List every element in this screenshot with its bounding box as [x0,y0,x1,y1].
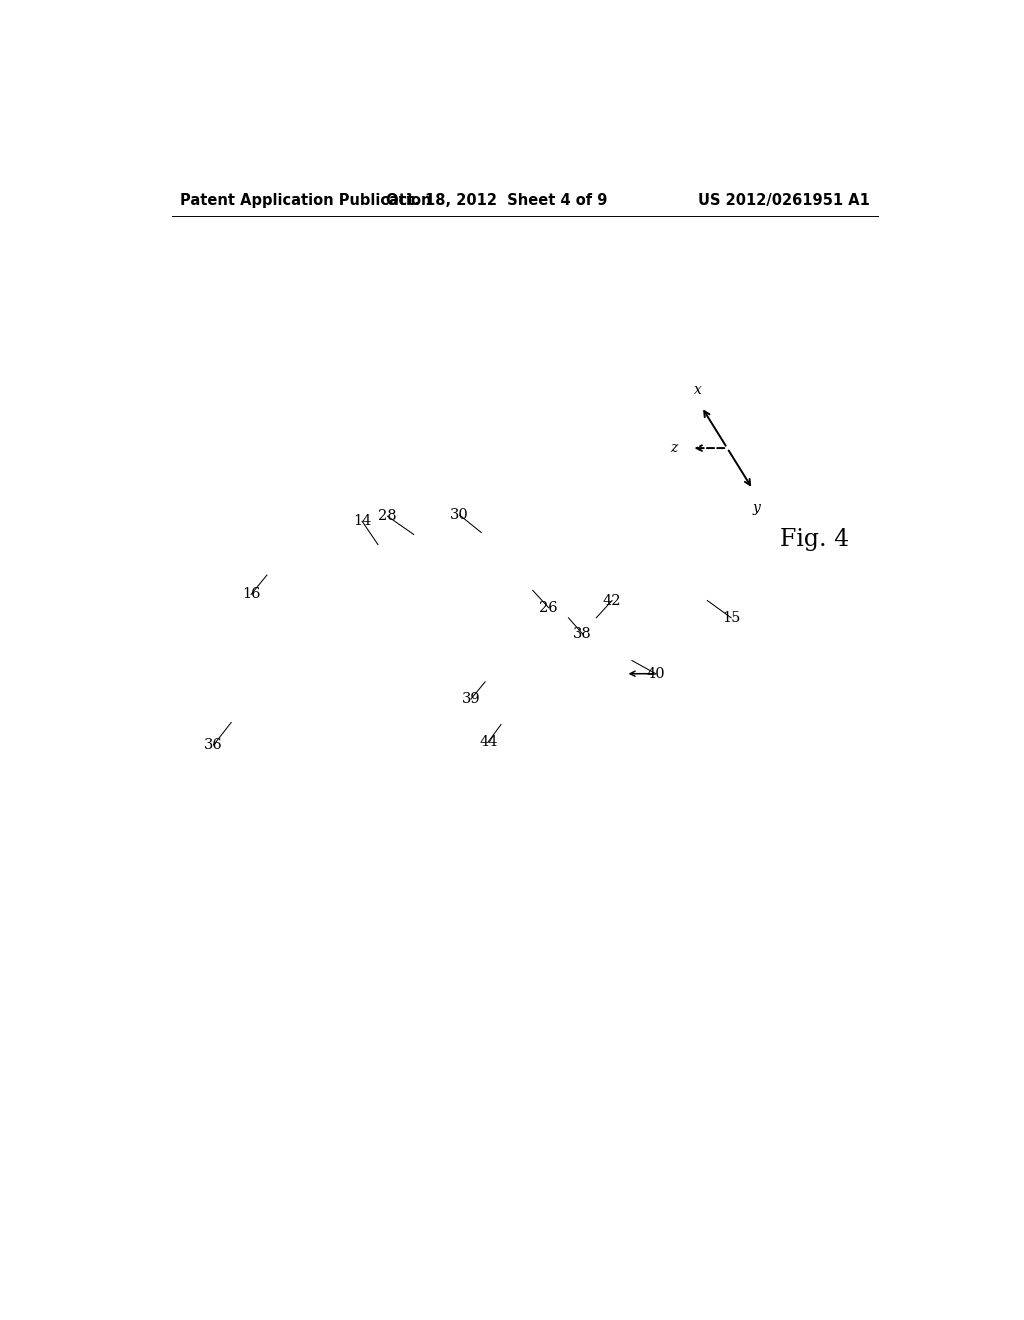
Text: z: z [670,441,677,455]
Text: 28: 28 [378,510,397,523]
Text: Patent Application Publication: Patent Application Publication [179,193,431,207]
Text: 14: 14 [353,515,372,528]
Text: 38: 38 [573,627,592,642]
Text: Oct. 18, 2012  Sheet 4 of 9: Oct. 18, 2012 Sheet 4 of 9 [386,193,607,207]
Text: 36: 36 [205,738,223,752]
Text: y: y [753,502,761,516]
Text: 30: 30 [451,508,469,523]
Text: 42: 42 [603,594,622,607]
Text: Fig. 4: Fig. 4 [780,528,849,550]
Text: 16: 16 [242,587,260,602]
Text: 15: 15 [722,611,740,624]
Text: 40: 40 [646,667,665,681]
Text: US 2012/0261951 A1: US 2012/0261951 A1 [698,193,870,207]
Text: 44: 44 [479,735,498,748]
Text: 26: 26 [540,601,558,615]
Text: x: x [693,383,701,397]
Text: 39: 39 [462,692,480,706]
